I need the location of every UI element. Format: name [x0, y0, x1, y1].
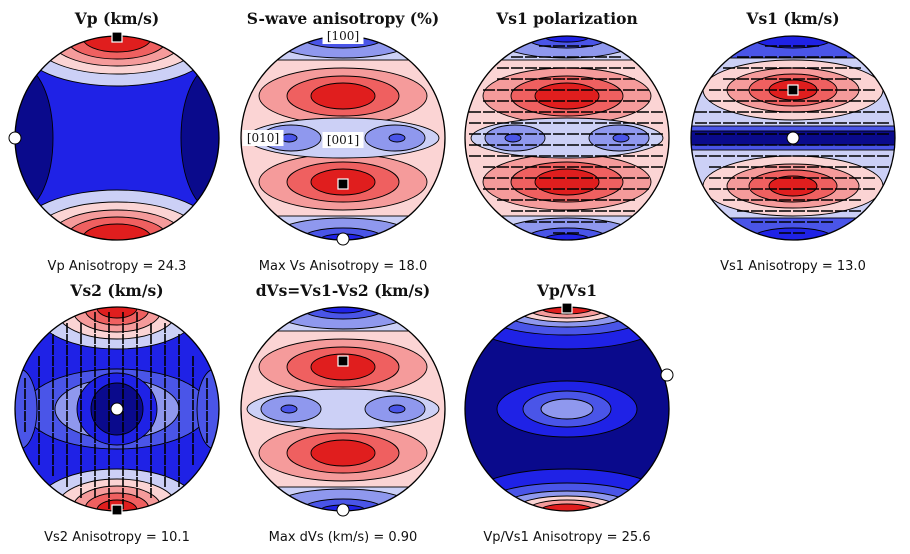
contour-band [768, 175, 818, 197]
max-marker [111, 504, 123, 516]
axis-label-bg [242, 130, 284, 146]
contour-field [465, 307, 669, 511]
pole-figure-swave: S-wave anisotropy (%) Max Vs Anisotropy =… [240, 9, 446, 274]
contour-band [310, 353, 376, 381]
panel-title: Vs1 polarization [495, 9, 638, 28]
crystal-axis-label: [010] [247, 131, 279, 145]
pole-figure-vpvs1: Vp/Vs1 Vp/Vs1 Anisotropy = 25.6 [464, 281, 674, 545]
axis-label-bg [322, 132, 364, 148]
panel-title: Vp/Vs1 [536, 281, 597, 300]
min-marker [336, 232, 350, 246]
anisotropy-stat: Vp Anisotropy = 24.3 [48, 259, 187, 274]
anisotropy-stat: Max dVs (km/s) = 0.90 [269, 530, 418, 545]
pole-figure-vs1pol: Vs1 polarization [464, 9, 670, 241]
contour-band [752, 36, 834, 49]
panel-title: Vs1 (km/s) [745, 9, 839, 28]
anisotropy-stat: Vp/Vs1 Anisotropy = 25.6 [483, 530, 650, 545]
contour-band [388, 404, 406, 414]
axis-label-bg [322, 28, 364, 44]
contour-band [280, 404, 298, 414]
pole-figure-dvs: dVs=Vs1-Vs2 (km/s) Max dVs (km/s) = 0.90 [240, 281, 446, 545]
contour-field [241, 307, 445, 511]
panel-title: Vp (km/s) [74, 9, 159, 28]
contour-band [82, 223, 152, 240]
min-marker [786, 131, 800, 145]
anisotropy-stat: Max Vs Anisotropy = 18.0 [259, 259, 427, 274]
pole-figure-vp: Vp (km/s) Vp Anisotropy = 24.3 [8, 9, 220, 274]
pole-figure-vs2: Vs2 (km/s) Vs2 Anisotropy = 10.1 [14, 281, 220, 545]
min-marker [660, 368, 674, 382]
min-marker [8, 131, 22, 145]
anisotropy-stat: Vs2 Anisotropy = 10.1 [44, 530, 190, 545]
anisotropy-stat: Vs1 Anisotropy = 13.0 [720, 259, 866, 274]
contour-band [534, 82, 600, 110]
stereonet-outline [464, 35, 670, 241]
max-marker [111, 31, 123, 43]
contour-band [540, 398, 594, 420]
crystal-axis-label: [001] [327, 133, 359, 147]
min-marker [110, 402, 124, 416]
contour-band [612, 133, 630, 143]
contour-band [504, 133, 522, 143]
max-marker [561, 302, 573, 314]
panel-title: S-wave anisotropy (%) [247, 9, 439, 28]
stereonet-outline [690, 35, 896, 241]
max-marker [337, 178, 349, 190]
min-marker [336, 503, 350, 517]
contour-band [310, 439, 376, 467]
contour-band [388, 133, 406, 143]
max-marker [787, 84, 799, 96]
panel-title: dVs=Vs1-Vs2 (km/s) [256, 281, 431, 300]
contour-band [752, 227, 834, 240]
pole-figure-vs1: Vs1 (km/s) Vs1 Anisotropy = 13.0 [690, 9, 896, 274]
contour-field [465, 36, 669, 240]
contour-field [15, 36, 219, 240]
max-marker [337, 355, 349, 367]
contour-band [310, 82, 376, 110]
contour-band [534, 168, 600, 196]
panel-title: Vs2 (km/s) [69, 281, 163, 300]
crystal-axis-label: [100] [327, 29, 359, 43]
contour-band [180, 65, 219, 211]
